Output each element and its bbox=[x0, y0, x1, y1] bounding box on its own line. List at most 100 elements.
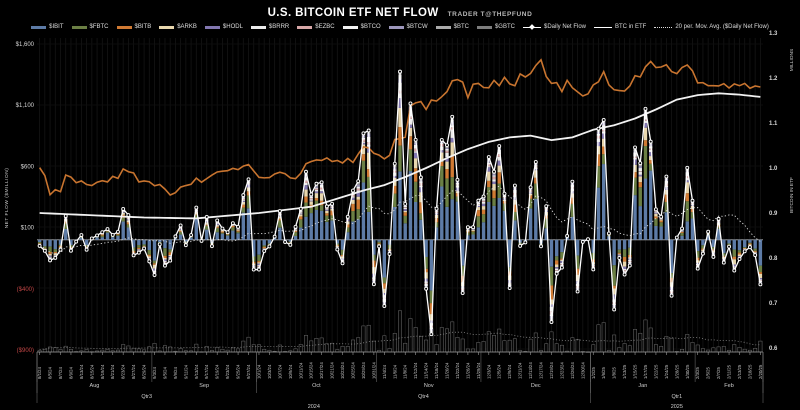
x-date-label: 2/3/25 bbox=[695, 366, 700, 379]
daily-net-flow-marker bbox=[528, 185, 533, 190]
stacked-bar-segment bbox=[272, 238, 277, 240]
stacked-bar-segment bbox=[178, 231, 183, 235]
stacked-bar-segment bbox=[37, 243, 42, 245]
x-date-label: 10/3/24 bbox=[267, 364, 272, 379]
x-date-label: 2/11/25 bbox=[727, 364, 732, 379]
stacked-bar-segment bbox=[372, 260, 376, 268]
stacked-bar-segment bbox=[105, 231, 110, 233]
daily-net-flow-marker bbox=[601, 118, 606, 122]
stacked-bar-segment bbox=[346, 227, 350, 233]
stacked-bar-segment bbox=[445, 168, 449, 179]
stacked-bar-segment bbox=[382, 288, 387, 294]
stacked-bar-segment bbox=[246, 208, 251, 240]
stacked-bar-segment bbox=[189, 237, 193, 240]
stacked-bar-segment bbox=[434, 227, 439, 240]
stacked-bar-segment bbox=[309, 207, 313, 214]
stacked-bar-segment bbox=[178, 230, 183, 232]
stacked-bar-segment bbox=[163, 259, 167, 262]
stacked-bar-segment bbox=[617, 252, 622, 254]
stacked-bar-segment bbox=[194, 215, 199, 219]
x-date-label: 2/7/25 bbox=[716, 366, 721, 379]
stacked-bar-segment bbox=[84, 244, 89, 247]
daily-net-flow-marker bbox=[737, 257, 742, 261]
stacked-bar-segment bbox=[549, 266, 554, 286]
month-label: Sep bbox=[199, 383, 209, 389]
stacked-bar-segment bbox=[554, 256, 559, 261]
stacked-bar-segment bbox=[126, 227, 131, 240]
daily-net-flow-marker bbox=[643, 106, 648, 111]
bottom-volume-bar bbox=[163, 345, 167, 353]
bottom-volume-bar bbox=[612, 334, 617, 353]
stacked-bar-segment bbox=[356, 182, 360, 185]
legend-label: BTC in ETF bbox=[615, 24, 647, 30]
bottom-volume-bar bbox=[559, 344, 564, 353]
daily-net-flow-marker bbox=[272, 234, 277, 239]
daily-net-flow-marker bbox=[95, 233, 100, 238]
daily-net-flow-marker bbox=[53, 255, 58, 260]
stacked-bar-segment bbox=[100, 235, 104, 238]
legend-item--daily-net-flow: $Daily Net Flow bbox=[522, 23, 586, 30]
x-date-label: 8/9/24 bbox=[68, 366, 73, 379]
legend-label: $BTC bbox=[453, 24, 469, 30]
stacked-bar-segment bbox=[502, 210, 507, 240]
stacked-bar-segment bbox=[398, 98, 402, 108]
daily-net-flow-marker bbox=[361, 131, 366, 136]
daily-net-flow-marker bbox=[669, 293, 674, 298]
stacked-bar-segment bbox=[445, 178, 449, 207]
stacked-bar-segment bbox=[137, 239, 141, 246]
stacked-bar-segment bbox=[487, 164, 491, 167]
stacked-bar-segment bbox=[638, 206, 642, 240]
month-label: Jan bbox=[638, 383, 647, 389]
stacked-bar-segment bbox=[601, 138, 606, 147]
stacked-bar-segment bbox=[476, 216, 481, 228]
stacked-bar-segment bbox=[445, 157, 449, 162]
bottom-volume-bar bbox=[293, 348, 298, 353]
stacked-bar-segment bbox=[743, 247, 747, 249]
stacked-bar-segment bbox=[413, 181, 418, 202]
stacked-bar-segment bbox=[351, 211, 355, 222]
stacked-bar-segment bbox=[178, 234, 183, 240]
daily-net-flow-marker bbox=[42, 248, 47, 253]
stacked-bar-segment bbox=[403, 207, 407, 210]
stacked-bar-segment bbox=[147, 254, 151, 257]
stacked-bar-segment bbox=[534, 183, 538, 199]
bottom-volume-bar bbox=[178, 348, 183, 353]
stacked-bar-segment bbox=[638, 174, 642, 177]
stacked-bar-segment bbox=[743, 248, 747, 249]
daily-net-flow-marker bbox=[377, 244, 382, 249]
stacked-bar-segment bbox=[758, 272, 763, 274]
stacked-bar-segment bbox=[319, 187, 324, 190]
x-date-label: 1/24/25 bbox=[664, 364, 669, 379]
stacked-bar-segment bbox=[340, 256, 345, 259]
stacked-bar-segment bbox=[654, 213, 658, 217]
stacked-bar-segment bbox=[492, 176, 496, 180]
bottom-volume-bar bbox=[685, 334, 690, 353]
right-axis-title: BITCOIN IN ETF bbox=[789, 177, 795, 213]
stacked-bar-segment bbox=[314, 209, 319, 240]
legend-label: $ARKB bbox=[177, 24, 197, 30]
stacked-bar-segment bbox=[455, 201, 460, 240]
stacked-bar-segment bbox=[638, 171, 642, 172]
stacked-bar-segment bbox=[205, 224, 209, 226]
bottom-volume-bar bbox=[575, 339, 580, 353]
stacked-bar-segment bbox=[194, 211, 199, 215]
stacked-bar-segment bbox=[319, 191, 324, 194]
daily-net-flow-marker bbox=[596, 126, 601, 131]
stacked-bar-segment bbox=[309, 199, 313, 201]
stacked-bar-segment bbox=[628, 239, 632, 248]
stacked-bar-segment bbox=[497, 154, 501, 157]
stacked-bar-segment bbox=[758, 279, 763, 281]
x-date-label: 10/11/24 bbox=[298, 362, 303, 379]
stacked-bar-segment bbox=[252, 239, 256, 257]
stacked-bar-segment bbox=[366, 146, 371, 153]
stacked-bar-segment bbox=[513, 220, 517, 240]
stacked-bar-segment bbox=[622, 249, 627, 257]
bottom-volume-bar bbox=[486, 331, 491, 353]
stacked-bar-segment bbox=[361, 160, 366, 183]
right-axis-tick-label: 0.7 bbox=[769, 301, 778, 307]
stacked-bar-segment bbox=[408, 136, 413, 150]
stacked-bar-segment bbox=[257, 265, 261, 267]
stacked-bar-segment bbox=[638, 187, 642, 207]
daily-net-flow-marker bbox=[533, 160, 538, 164]
x-date-label: 8/21/24 bbox=[110, 364, 115, 379]
